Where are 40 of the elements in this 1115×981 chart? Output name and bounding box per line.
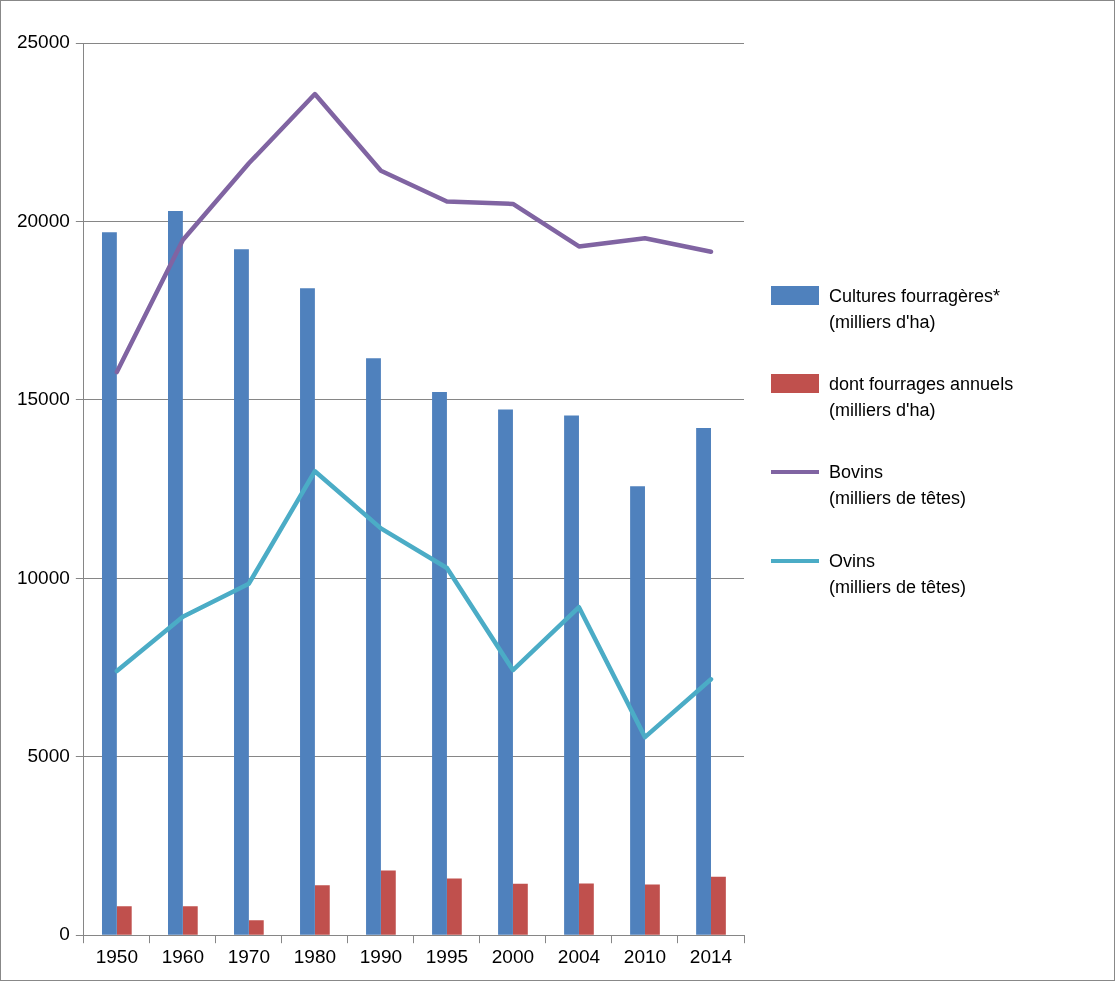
- bar: [116, 906, 132, 935]
- bar: [366, 358, 381, 935]
- bar: [498, 409, 513, 935]
- x-tick-label: 1950: [95, 945, 138, 967]
- x-tick-label: 2004: [557, 945, 601, 967]
- y-tick-label: 0: [59, 923, 70, 945]
- bar: [380, 870, 396, 935]
- x-tick-label: 1960: [161, 945, 204, 967]
- bar: [182, 906, 198, 935]
- bar: [644, 884, 660, 935]
- y-tick-label: 20000: [16, 209, 70, 231]
- bar: [696, 428, 711, 935]
- bar: [432, 392, 447, 935]
- x-tick-label: 2000: [491, 945, 535, 967]
- legend-label: Cultures fourragères* (milliers d'ha): [829, 285, 1001, 335]
- y-tick-label: 5000: [27, 744, 70, 766]
- bar: [168, 211, 183, 935]
- bar: [512, 883, 528, 935]
- bar: [300, 288, 315, 935]
- legend-label: Ovins (milliers de têtes): [829, 549, 967, 599]
- y-tick-label: 25000: [16, 31, 70, 53]
- legend-label: dont fourrages annuels (milliers d'ha): [829, 373, 1014, 423]
- bar: [630, 486, 645, 935]
- legend-label: Bovins (milliers de têtes): [829, 461, 967, 511]
- y-tick-label: 10000: [16, 566, 70, 588]
- x-tick-label: 1995: [425, 945, 469, 967]
- x-tick-label: 1980: [293, 945, 337, 967]
- bar: [234, 249, 249, 935]
- bar: [101, 232, 117, 935]
- bar: [314, 885, 330, 935]
- bar: [710, 876, 726, 935]
- x-tick-label: 2010: [623, 945, 667, 967]
- bar: [578, 883, 594, 935]
- x-tick-label: 1990: [359, 945, 403, 967]
- x-tick-label: 2014: [689, 945, 733, 967]
- bar: [248, 920, 264, 935]
- bar: [446, 878, 462, 935]
- bar: [564, 415, 579, 935]
- y-tick-label: 15000: [16, 388, 70, 410]
- x-tick-label: 1970: [227, 945, 271, 967]
